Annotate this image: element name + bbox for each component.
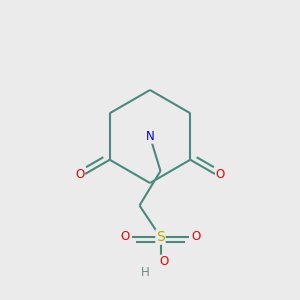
Text: S: S [156,230,165,244]
Text: H: H [140,266,149,280]
Text: O: O [160,255,169,268]
Text: O: O [216,167,225,181]
Text: O: O [191,230,200,244]
Text: O: O [121,230,130,244]
Text: N: N [146,130,154,143]
Text: O: O [75,167,84,181]
